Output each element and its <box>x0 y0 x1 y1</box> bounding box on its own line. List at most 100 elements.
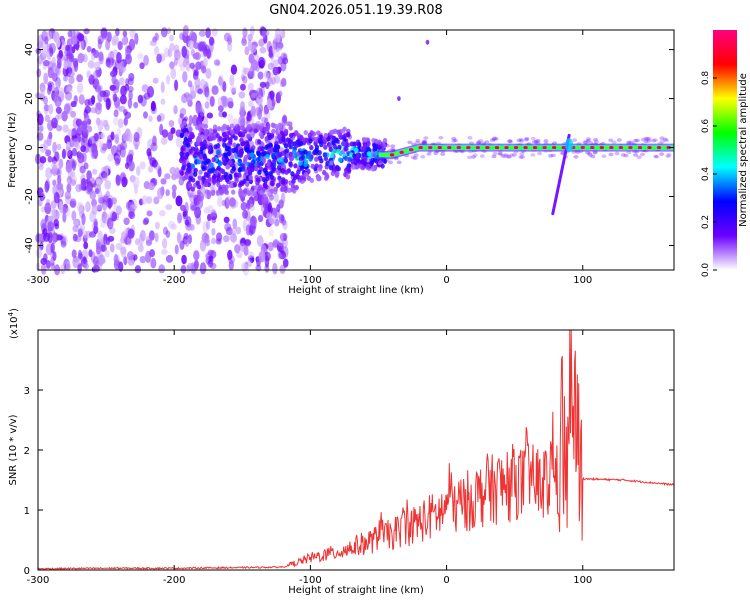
spectrogram-cell <box>244 46 250 56</box>
spectrogram-cell <box>84 105 92 114</box>
spectrogram-cell <box>192 153 197 159</box>
spectrogram-cell <box>535 138 541 143</box>
spectrogram-cell <box>40 219 47 230</box>
spectrogram-cell <box>44 114 50 123</box>
spectrogram-cell <box>270 58 276 68</box>
spectrogram-cell <box>519 152 525 156</box>
spectrogram-cell <box>288 151 293 157</box>
spectrogram-cell <box>256 255 262 263</box>
colorbar-tick-label: 0.0 <box>701 263 711 278</box>
spectrogram-cell <box>114 133 120 145</box>
spectrogram-cell <box>234 243 241 254</box>
spectrogram-cell <box>160 98 166 105</box>
spectrogram-cell <box>256 87 263 100</box>
spectrogram-cell <box>310 163 315 169</box>
spectrogram-cell <box>62 66 69 77</box>
spectrogram-cell <box>182 71 188 83</box>
spectrogram-cell <box>245 224 251 236</box>
spectrogram-cell <box>590 154 596 159</box>
spectrogram-cell <box>190 186 195 192</box>
spectrogram-cell <box>223 152 228 158</box>
spectrogram-cell <box>523 137 529 142</box>
snr-series-line <box>37 329 675 571</box>
spectrogram-cell <box>134 265 142 274</box>
spectrogram-cell <box>299 165 305 171</box>
spectrogram-cell <box>491 154 497 159</box>
spectrogram-cell <box>195 61 202 71</box>
spectrogram-cell <box>273 186 279 192</box>
spectrogram-cell <box>211 157 216 163</box>
spectrogram-cell <box>56 143 62 151</box>
spectrogram-cell <box>218 176 223 182</box>
spectrogram-cell <box>128 90 133 101</box>
spectrogram-cell <box>77 33 85 42</box>
spectrogram-cell <box>145 235 153 245</box>
spectrogram-cell <box>636 155 642 159</box>
spectrogram-cell <box>193 42 200 49</box>
spectrogram-cell <box>189 30 195 42</box>
spectrogram-cell <box>69 70 75 78</box>
spectrogram-cell <box>264 251 271 262</box>
spectrogram-cell <box>207 260 214 268</box>
spectrogram-cell <box>666 152 672 157</box>
spectrogram-cell <box>208 128 213 134</box>
x-tick-label: -100 <box>299 275 322 286</box>
spectrogram-cell <box>66 183 72 193</box>
spectrogram-cell <box>305 153 310 160</box>
spectrogram-cell <box>53 91 59 104</box>
spectrogram-cell <box>75 118 83 127</box>
spectrogram-cell <box>241 65 247 78</box>
spectrogram-cell <box>492 136 498 140</box>
spectrogram-cell <box>83 241 89 250</box>
spectrogram-cell <box>277 90 283 98</box>
spectrogram-cell <box>379 144 385 149</box>
spectrogram-cell <box>159 210 166 217</box>
spectrogram-cell <box>343 146 348 152</box>
spectrogram-cell <box>173 49 181 61</box>
spectrogram-cell <box>583 140 589 145</box>
spectrogram-cell <box>493 137 499 141</box>
spectrogram-cell <box>68 75 75 85</box>
spectrogram-cell <box>248 89 257 98</box>
spectrogram-cell <box>83 128 88 137</box>
spectrogram-cell <box>232 142 237 148</box>
spectrogram-cell <box>294 142 300 148</box>
spectrogram-cell <box>228 173 233 179</box>
spectrogram-cell <box>245 181 250 187</box>
spectrogram-cell <box>643 139 649 144</box>
spectrogram-cell <box>72 219 79 227</box>
spectrogram-cell <box>39 156 47 164</box>
spectrogram-cell <box>245 140 250 146</box>
spectrogram-cell <box>593 137 599 142</box>
spectrogram-cell <box>137 53 144 60</box>
spectrogram-cell <box>328 165 334 171</box>
spectrogram-cell <box>341 134 347 140</box>
spectrogram-cell <box>316 175 322 181</box>
signal-peak-point <box>437 145 442 150</box>
spectrogram-cell <box>67 67 73 74</box>
spectrogram-cell <box>205 68 212 79</box>
spectrogram-cell <box>71 249 77 259</box>
spectrogram-cell <box>146 148 152 157</box>
spectrogram-cell <box>232 218 238 230</box>
spectrogram-cell <box>298 160 303 166</box>
spectrogram-cell <box>240 201 248 211</box>
spectrogram-cell <box>93 147 99 160</box>
spectrogram-cell <box>256 151 262 157</box>
spectrogram-cell <box>300 150 306 156</box>
spectrogram-cell <box>197 175 202 181</box>
spectrogram-cell <box>242 27 248 38</box>
spectrogram-cell <box>279 264 286 274</box>
spectrogram-cell <box>229 123 235 129</box>
spectrogram-cell <box>100 119 105 127</box>
spectrogram-cell <box>154 32 159 41</box>
spectrogram-cell <box>479 154 485 158</box>
spectrogram-cell <box>360 159 365 165</box>
spectrogram-cell <box>280 77 287 87</box>
spectrogram-cell <box>653 154 659 159</box>
spectrogram-cell <box>366 151 372 157</box>
spectrogram-cell <box>91 204 98 215</box>
spectrogram-cell <box>256 156 261 163</box>
spectrogram-cell <box>202 44 210 55</box>
